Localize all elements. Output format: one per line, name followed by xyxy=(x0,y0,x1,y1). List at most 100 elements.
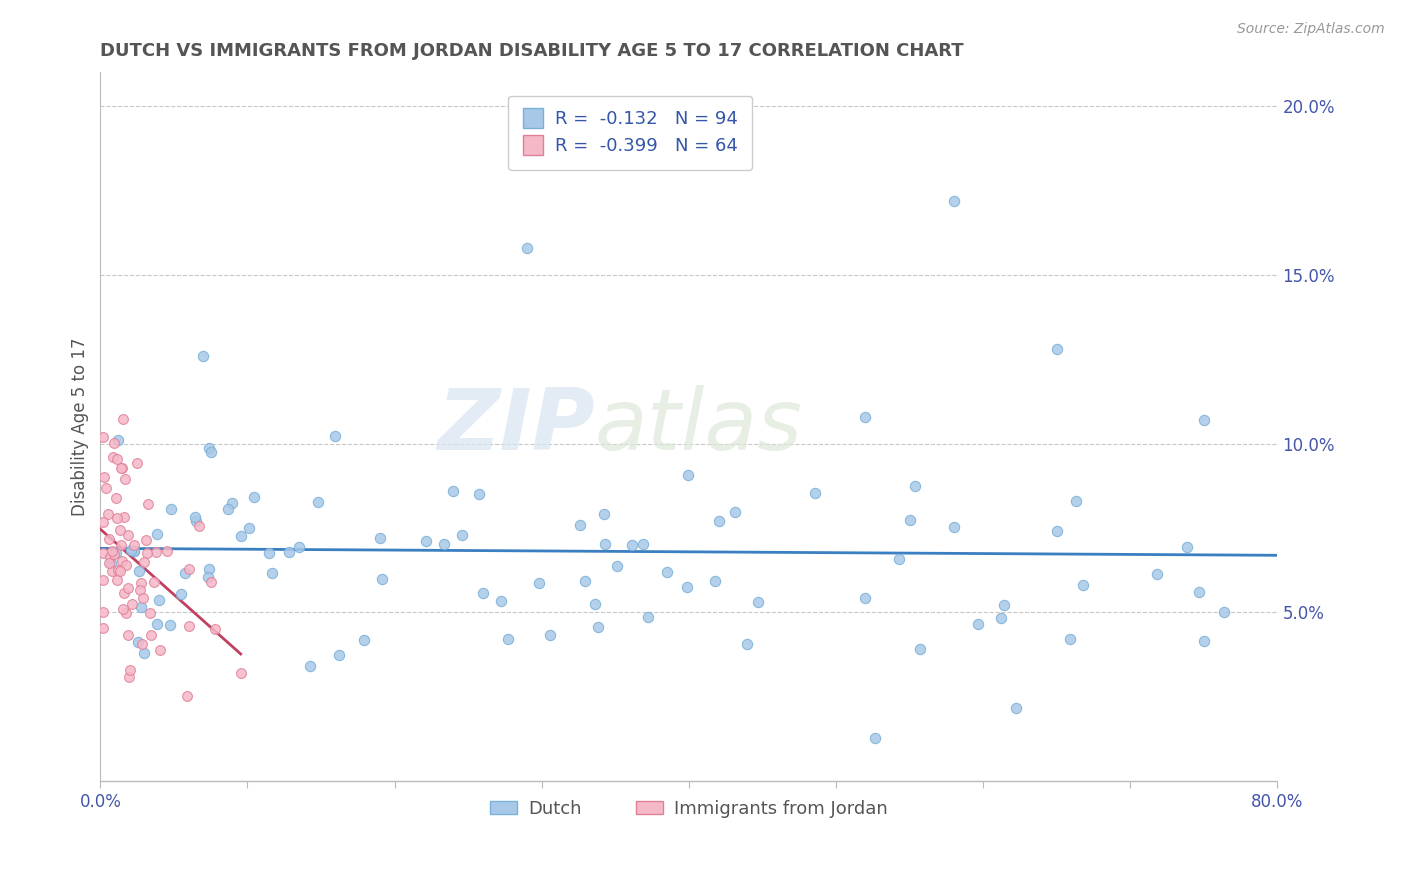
Point xyxy=(277,545,299,559)
Point xyxy=(1073,578,1095,592)
Point xyxy=(160,501,183,516)
Point xyxy=(141,628,163,642)
Point xyxy=(967,617,990,632)
Point xyxy=(91,605,114,619)
Point xyxy=(620,538,643,552)
Point xyxy=(908,641,931,656)
Point xyxy=(707,514,730,528)
Point xyxy=(117,628,139,642)
Point xyxy=(101,450,124,464)
Point xyxy=(221,496,243,510)
Point xyxy=(120,543,142,558)
Point xyxy=(229,529,252,543)
Point xyxy=(97,556,120,570)
Point xyxy=(468,487,491,501)
Point xyxy=(889,551,911,566)
Point xyxy=(177,619,200,633)
Point xyxy=(471,586,494,600)
Point xyxy=(441,483,464,498)
Point xyxy=(1046,342,1069,356)
Point xyxy=(159,618,181,632)
Point xyxy=(451,527,474,541)
Point xyxy=(200,445,222,459)
Point xyxy=(187,518,209,533)
Point xyxy=(136,546,159,560)
Point xyxy=(904,479,927,493)
Point xyxy=(127,457,149,471)
Point xyxy=(1146,566,1168,581)
Point xyxy=(131,637,153,651)
Point xyxy=(1192,413,1215,427)
Point xyxy=(122,538,145,552)
Point xyxy=(586,620,609,634)
Point xyxy=(128,564,150,578)
Point xyxy=(724,505,747,519)
Point xyxy=(101,564,124,578)
Point xyxy=(1059,632,1081,647)
Point xyxy=(204,622,226,636)
Point xyxy=(574,574,596,588)
Point xyxy=(91,573,114,587)
Point xyxy=(173,566,195,580)
Point xyxy=(105,511,128,525)
Point xyxy=(98,550,121,565)
Point xyxy=(655,565,678,579)
Point xyxy=(121,597,143,611)
Point xyxy=(606,559,628,574)
Point xyxy=(328,648,350,663)
Y-axis label: Disability Age 5 to 17: Disability Age 5 to 17 xyxy=(72,337,89,516)
Point xyxy=(122,544,145,558)
Point xyxy=(112,585,135,599)
Point xyxy=(111,411,134,425)
Point xyxy=(516,241,538,255)
Point xyxy=(103,547,125,561)
Point xyxy=(115,606,138,620)
Point xyxy=(115,558,138,572)
Point xyxy=(108,565,131,579)
Point xyxy=(128,583,150,598)
Point xyxy=(257,546,280,560)
Point xyxy=(127,634,149,648)
Point xyxy=(993,598,1015,612)
Legend: Dutch, Immigrants from Jordan: Dutch, Immigrants from Jordan xyxy=(484,793,894,825)
Point xyxy=(198,442,221,456)
Point xyxy=(631,537,654,551)
Point xyxy=(107,564,129,578)
Point xyxy=(540,627,562,641)
Point xyxy=(489,594,512,608)
Point xyxy=(529,576,551,591)
Text: atlas: atlas xyxy=(595,385,803,468)
Point xyxy=(433,537,456,551)
Point xyxy=(107,433,129,447)
Point xyxy=(747,594,769,608)
Point xyxy=(855,591,877,606)
Point xyxy=(243,490,266,504)
Point xyxy=(122,544,145,558)
Point xyxy=(145,545,167,559)
Point xyxy=(103,435,125,450)
Point xyxy=(568,518,591,533)
Point xyxy=(118,670,141,684)
Point xyxy=(238,521,260,535)
Point xyxy=(898,513,921,527)
Point xyxy=(200,574,222,589)
Point xyxy=(735,637,758,651)
Point xyxy=(149,643,172,657)
Point xyxy=(260,566,283,580)
Point xyxy=(193,349,215,363)
Point xyxy=(110,460,132,475)
Point xyxy=(146,616,169,631)
Point xyxy=(143,574,166,589)
Point xyxy=(229,666,252,681)
Point xyxy=(98,532,121,546)
Point xyxy=(156,543,179,558)
Point xyxy=(101,544,124,558)
Point xyxy=(104,546,127,560)
Point xyxy=(134,555,156,569)
Point xyxy=(117,581,139,595)
Point xyxy=(117,527,139,541)
Point xyxy=(135,533,157,548)
Point xyxy=(704,574,727,589)
Point xyxy=(593,537,616,551)
Point xyxy=(108,523,131,537)
